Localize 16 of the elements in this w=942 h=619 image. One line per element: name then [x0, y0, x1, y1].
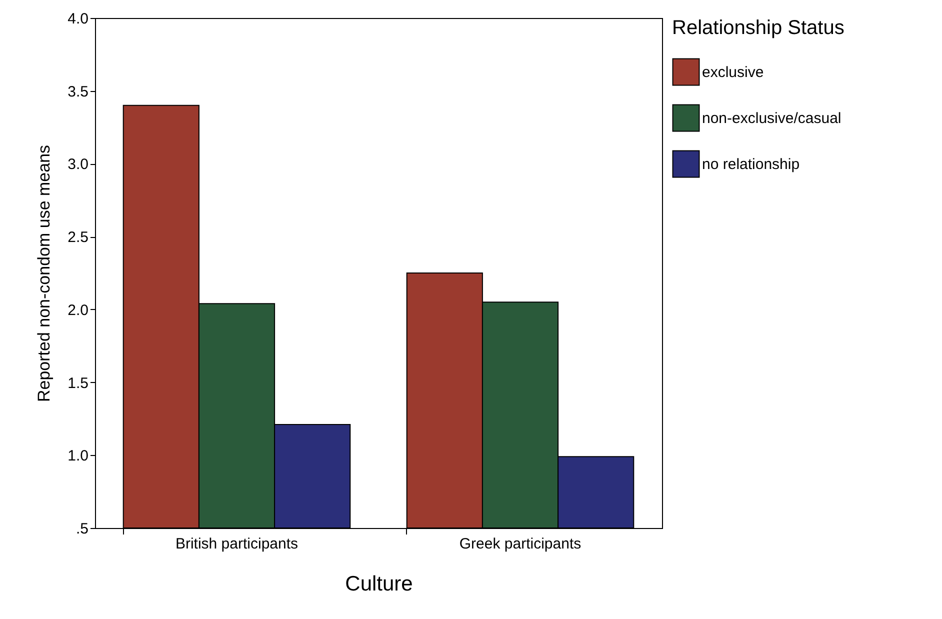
- y-axis-title: Reported non-condom use means: [34, 144, 54, 402]
- x-tick-label: Greek participants: [459, 536, 582, 552]
- y-tick-label: 1.5: [68, 374, 88, 392]
- legend-label: exclusive: [702, 64, 764, 81]
- y-tick-label: .5: [76, 520, 88, 538]
- y-tick-label: 3.0: [68, 156, 88, 174]
- y-tick-label: 2.5: [68, 229, 88, 246]
- x-axis-title: Culture: [345, 572, 413, 596]
- y-tick-label: 2.0: [68, 302, 88, 319]
- legend-label: non-exclusive/casual: [702, 110, 842, 127]
- y-tick-label: 4.0: [68, 10, 88, 28]
- y-tick-label: 3.5: [68, 83, 88, 100]
- y-tick-label: 1.0: [68, 448, 88, 465]
- legend-label: no relationship: [702, 156, 800, 173]
- x-tick-label: British participants: [175, 536, 298, 552]
- legend-title: Relationship Status: [672, 17, 844, 39]
